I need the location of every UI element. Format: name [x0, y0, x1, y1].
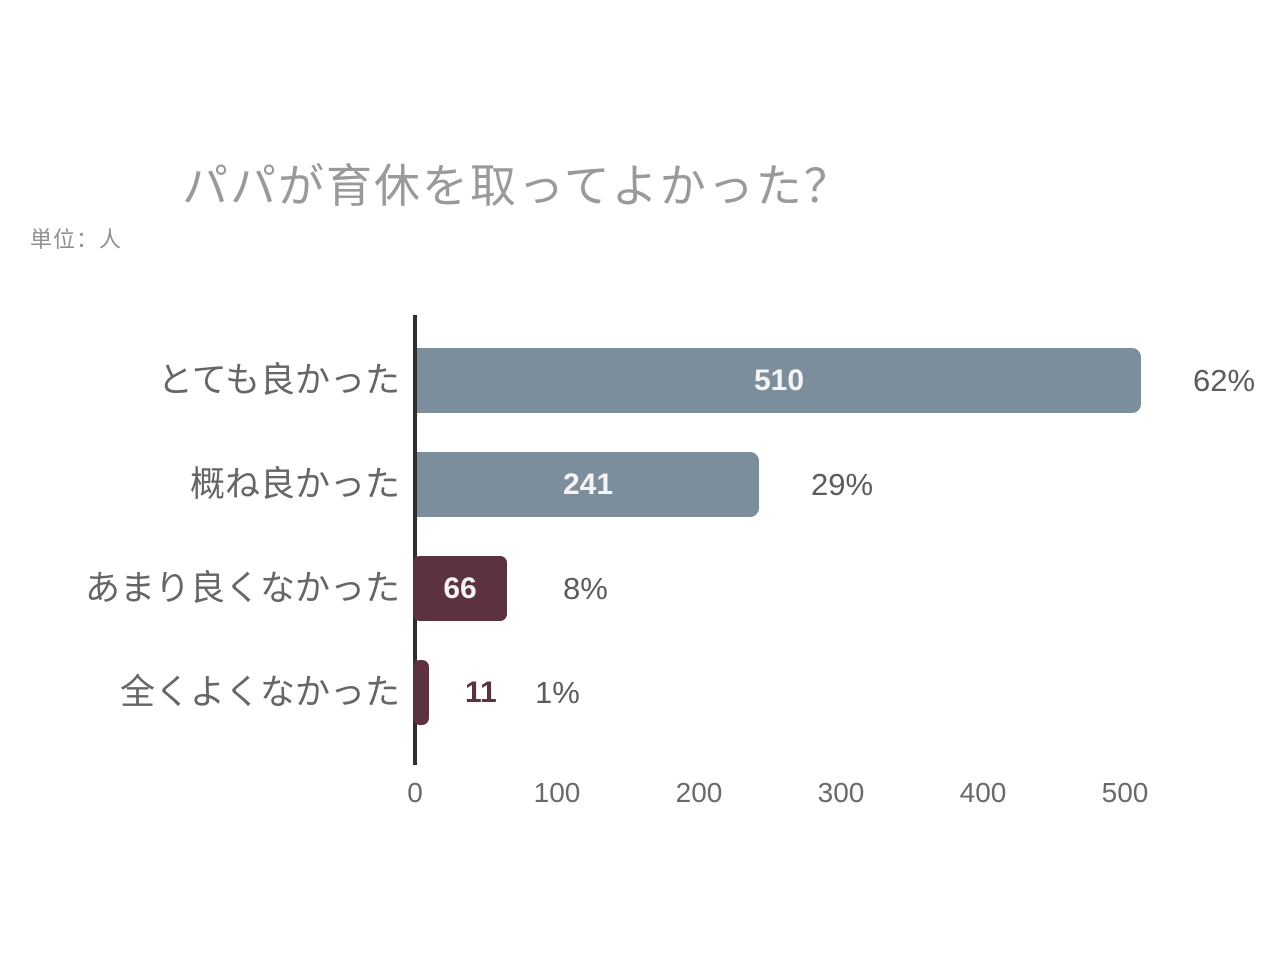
category-label: とても良かった: [157, 361, 400, 400]
bar-chart: とても良かった 510 62% 概ね良かった 241 29% あまり良くなかった 66 8% 全く…: [0, 315, 1280, 835]
y-axis-line: [413, 315, 417, 765]
x-tick-label: 300: [817, 777, 865, 808]
x-tick-label: 500: [1101, 777, 1149, 808]
category-label: 概ね良かった: [189, 465, 400, 504]
category-label: 全くよくなかった: [119, 673, 400, 712]
bar: 241: [417, 452, 759, 517]
bar-value-label: 11: [465, 676, 497, 709]
bar-value-label: 510: [753, 364, 805, 397]
bar-value-label: 66: [443, 572, 477, 605]
x-tick-label: 100: [533, 777, 581, 808]
bar-percent-label: 62%: [1193, 363, 1256, 398]
category-label: あまり良くなかった: [84, 569, 400, 608]
bar-percent-label: 29%: [811, 467, 874, 502]
bar-percent-label: 1%: [535, 675, 580, 710]
bar: [413, 660, 429, 725]
unit-label: 単位：人: [30, 227, 123, 252]
chart-title: パパが育休を取ってよかった？: [182, 160, 852, 212]
bar: 510: [417, 348, 1141, 413]
bar-percent-label: 8%: [563, 571, 608, 606]
x-tick-label: 0: [407, 777, 423, 808]
x-tick-label: 400: [959, 777, 1007, 808]
bar-value-label: 241: [562, 468, 614, 501]
x-tick-label: 200: [675, 777, 723, 808]
bar: 66: [413, 556, 507, 621]
